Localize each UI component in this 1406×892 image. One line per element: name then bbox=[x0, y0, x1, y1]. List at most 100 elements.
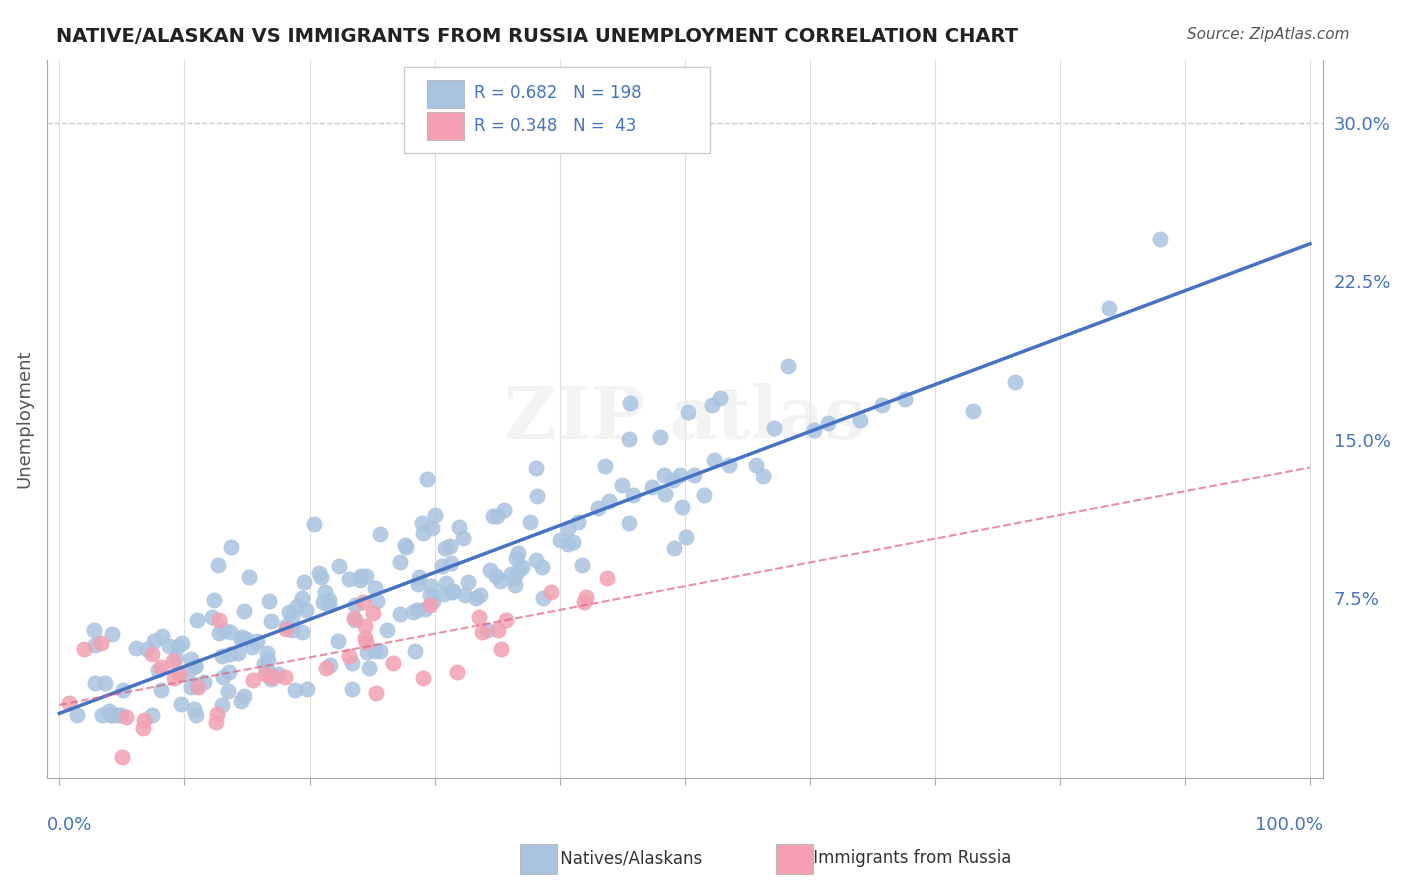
Point bbox=[675, 530, 697, 544]
Point bbox=[319, 658, 342, 673]
Point bbox=[382, 656, 405, 670]
Point bbox=[471, 625, 494, 640]
Point bbox=[503, 571, 526, 585]
Point bbox=[281, 623, 304, 637]
Point bbox=[141, 647, 163, 661]
Point bbox=[186, 678, 208, 692]
Point bbox=[100, 707, 122, 722]
Point bbox=[170, 697, 193, 711]
Point bbox=[235, 632, 257, 646]
Point bbox=[406, 603, 429, 617]
Point bbox=[205, 706, 228, 721]
Point bbox=[446, 665, 468, 679]
FancyBboxPatch shape bbox=[404, 67, 710, 153]
FancyBboxPatch shape bbox=[776, 844, 813, 874]
Point bbox=[343, 598, 366, 612]
Point bbox=[540, 584, 562, 599]
Point bbox=[363, 644, 385, 658]
Point bbox=[186, 614, 208, 628]
Point bbox=[304, 516, 326, 531]
Point bbox=[408, 576, 430, 591]
Point bbox=[141, 707, 163, 722]
Point bbox=[281, 609, 304, 624]
Point bbox=[488, 624, 510, 638]
Point bbox=[817, 417, 839, 431]
Point bbox=[404, 644, 426, 658]
Point bbox=[208, 625, 231, 640]
Point bbox=[357, 661, 380, 675]
Point bbox=[353, 618, 375, 632]
Point bbox=[420, 520, 443, 534]
Point bbox=[58, 696, 80, 710]
Point bbox=[163, 671, 186, 685]
Point bbox=[66, 707, 89, 722]
Point bbox=[510, 559, 533, 574]
Point bbox=[451, 531, 474, 545]
Point bbox=[366, 594, 388, 608]
Point bbox=[256, 646, 278, 660]
Point bbox=[870, 398, 893, 412]
Point bbox=[422, 594, 444, 608]
FancyBboxPatch shape bbox=[427, 79, 464, 108]
Point bbox=[751, 469, 773, 483]
Point bbox=[184, 659, 207, 673]
Point bbox=[142, 634, 165, 648]
Point bbox=[318, 598, 340, 612]
Point bbox=[354, 634, 377, 648]
Point bbox=[849, 413, 872, 427]
Point bbox=[309, 570, 332, 584]
Point bbox=[111, 750, 134, 764]
Point bbox=[506, 546, 529, 560]
Point bbox=[212, 623, 235, 637]
Point bbox=[105, 707, 128, 722]
Point bbox=[308, 566, 330, 581]
Point bbox=[83, 639, 105, 653]
Point bbox=[482, 508, 505, 523]
Point bbox=[478, 563, 501, 577]
Point bbox=[84, 675, 107, 690]
Point bbox=[1004, 375, 1026, 389]
Point bbox=[211, 698, 233, 713]
Point bbox=[475, 623, 498, 637]
Y-axis label: Unemployment: Unemployment bbox=[15, 350, 32, 488]
Point bbox=[262, 669, 284, 683]
Point bbox=[408, 570, 430, 584]
Point bbox=[350, 569, 373, 583]
Point bbox=[205, 715, 228, 730]
Point bbox=[211, 648, 233, 663]
Point bbox=[531, 591, 554, 605]
Text: R = 0.348   N =  43: R = 0.348 N = 43 bbox=[474, 117, 637, 135]
Point bbox=[596, 571, 619, 585]
Point bbox=[495, 613, 517, 627]
Point bbox=[328, 558, 350, 573]
FancyBboxPatch shape bbox=[427, 112, 464, 140]
Point bbox=[256, 663, 278, 677]
Point bbox=[219, 648, 242, 662]
Point bbox=[745, 458, 768, 473]
Point bbox=[441, 585, 464, 599]
Point bbox=[621, 488, 644, 502]
Point bbox=[180, 651, 202, 665]
Point bbox=[287, 599, 309, 614]
Point bbox=[447, 520, 470, 534]
Point bbox=[361, 607, 384, 621]
Point bbox=[610, 478, 633, 492]
Point bbox=[366, 686, 388, 700]
Point bbox=[492, 503, 515, 517]
Point bbox=[664, 541, 686, 555]
Point bbox=[586, 500, 609, 515]
Point bbox=[276, 622, 298, 636]
Point bbox=[562, 535, 585, 549]
Point bbox=[668, 467, 690, 482]
Point bbox=[567, 515, 589, 529]
Point bbox=[135, 642, 157, 657]
Point bbox=[436, 576, 458, 591]
Point bbox=[524, 553, 547, 567]
Point bbox=[468, 588, 491, 602]
Point bbox=[231, 630, 253, 644]
Point bbox=[240, 640, 263, 654]
Point bbox=[375, 624, 398, 638]
Point bbox=[101, 627, 124, 641]
Point bbox=[257, 594, 280, 608]
Point bbox=[229, 632, 252, 646]
